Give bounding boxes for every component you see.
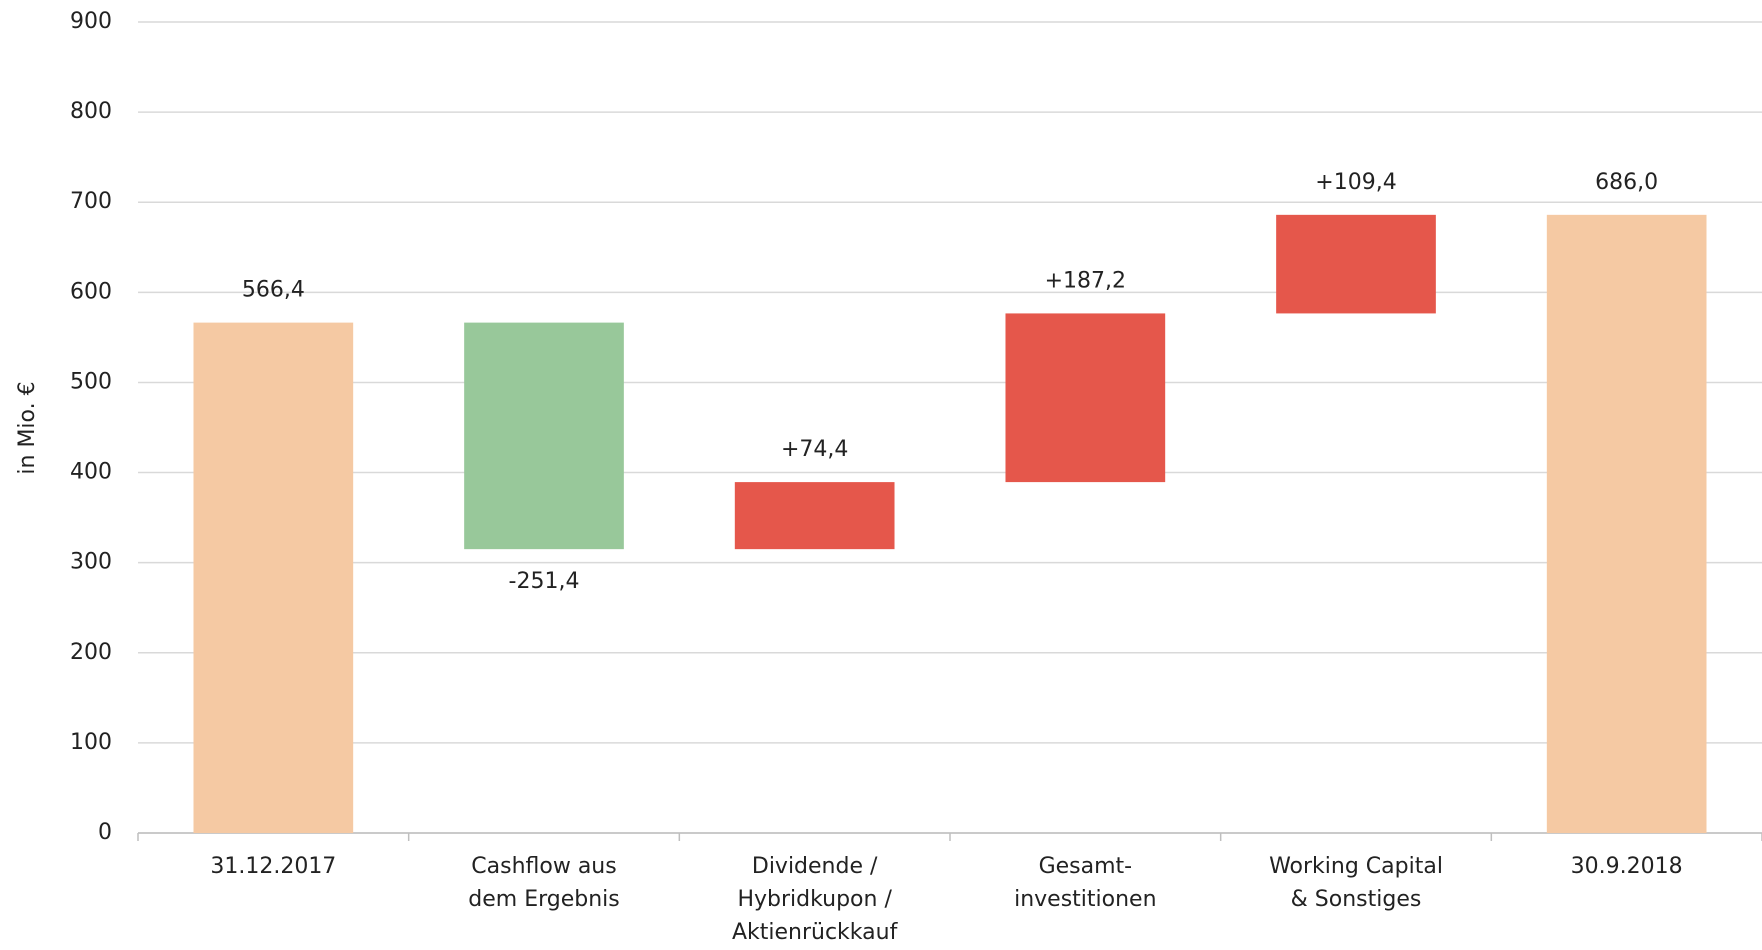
y-tick-label: 300 bbox=[70, 550, 112, 575]
bar bbox=[1546, 214, 1707, 834]
value-label: +109,4 bbox=[1315, 170, 1396, 195]
x-tick-label: Cashflow aus dem Ergebnis bbox=[468, 854, 620, 912]
bar bbox=[1276, 214, 1436, 314]
value-label: -251,4 bbox=[509, 569, 580, 594]
x-tick-label: 31.12.2017 bbox=[210, 854, 337, 879]
value-label: 686,0 bbox=[1595, 170, 1658, 195]
y-tick-label: 600 bbox=[70, 279, 112, 304]
value-label: +74,4 bbox=[781, 437, 848, 462]
y-tick-label: 400 bbox=[70, 460, 112, 485]
x-tick-label: Working Capital & Sonstiges bbox=[1269, 854, 1443, 912]
x-tick-label: 30.9.2018 bbox=[1570, 854, 1683, 879]
y-tick-label: 0 bbox=[98, 820, 112, 845]
bar bbox=[1005, 313, 1166, 483]
y-tick-label: 200 bbox=[70, 640, 112, 665]
y-tick-label: 100 bbox=[70, 730, 112, 755]
bar bbox=[734, 482, 895, 550]
value-label: +187,2 bbox=[1045, 268, 1126, 293]
bar bbox=[193, 322, 354, 833]
x-tick-label: Dividende / Hybridkupon / Aktienrückkauf bbox=[731, 854, 898, 945]
y-tick-label: 800 bbox=[70, 99, 112, 124]
value-label: 566,4 bbox=[242, 278, 305, 303]
y-axis-label: in Mio. € bbox=[15, 381, 40, 474]
x-tick-label: Gesamt- investitionen bbox=[1014, 854, 1157, 912]
bar bbox=[464, 322, 624, 550]
y-tick-label: 700 bbox=[70, 189, 112, 214]
y-tick-label: 500 bbox=[70, 369, 112, 394]
y-tick-label: 900 bbox=[70, 9, 112, 34]
